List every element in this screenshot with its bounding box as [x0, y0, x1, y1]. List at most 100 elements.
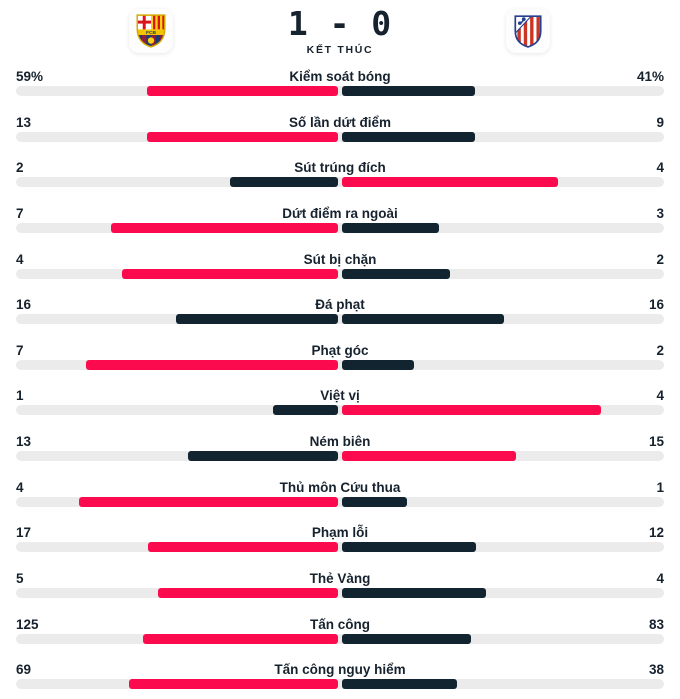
stat-bar-track: [16, 222, 664, 233]
home-bar: [143, 633, 338, 644]
stat-away-value: 15: [648, 434, 664, 449]
stat-label: Kiểm soát bóng: [289, 69, 391, 84]
stat-row: 17 Phạm lỗi 12: [16, 516, 664, 562]
stat-home-value: 17: [16, 525, 32, 541]
stat-row: 69 Tấn công nguy hiểm 38: [16, 653, 664, 699]
stat-label: Tấn công nguy hiểm: [274, 662, 406, 678]
home-bar: [187, 451, 338, 461]
stat-row: 1 Việt vị 4: [16, 379, 664, 425]
stat-row: 16 Đá phạt 16: [16, 288, 664, 334]
stat-home-value: 69: [16, 662, 32, 678]
stat-bar-track: [16, 496, 664, 507]
home-bar: [148, 542, 338, 553]
home-bar: [129, 679, 338, 690]
home-bar: [176, 314, 338, 325]
stat-row: 59% Kiểm soát bóng 41%: [16, 60, 664, 106]
stat-bar-track: [16, 451, 664, 461]
away-bar: [342, 405, 602, 416]
stat-label: Dứt điểm ra ngoài: [282, 205, 398, 221]
away-bar: [342, 314, 504, 325]
stat-row: 125 Tấn công 83: [16, 608, 664, 654]
stat-label: Ném biên: [309, 434, 371, 449]
home-bar: [146, 86, 338, 96]
stat-home-value: 59%: [16, 69, 44, 84]
stat-label: Thủ môn Cứu thua: [279, 479, 401, 495]
away-bar: [342, 451, 516, 461]
stat-bar-track: [16, 268, 664, 279]
stat-home-value: 4: [16, 479, 24, 495]
stat-label: Đá phạt: [315, 297, 365, 313]
stat-row: 7 Phạt góc 2: [16, 334, 664, 380]
match-header: FCB 1 - 0 KẾT THÚC: [0, 0, 680, 60]
stat-home-value: 4: [16, 251, 24, 267]
away-bar: [342, 496, 407, 507]
stat-home-value: 7: [16, 342, 24, 358]
home-bar: [86, 359, 338, 370]
stat-home-value: 1: [16, 388, 24, 404]
stat-row: 13 Số lần dứt điểm 9: [16, 106, 664, 152]
away-bar: [342, 633, 472, 644]
match-status: KẾT THÚC: [306, 43, 374, 56]
stat-home-value: 125: [16, 616, 39, 632]
stat-bar-track: [16, 314, 664, 325]
stat-label: Phạm lỗi: [311, 525, 369, 541]
stat-home-value: 16: [16, 297, 32, 313]
svg-text:FCB: FCB: [146, 30, 156, 36]
stat-row: 5 Thẻ Vàng 4: [16, 562, 664, 608]
away-team-badge[interactable]: [506, 9, 550, 53]
stat-home-value: 5: [16, 570, 24, 586]
stat-label: Sút bị chặn: [303, 251, 377, 267]
stat-bar-track: [16, 86, 664, 96]
stat-label: Thẻ Vàng: [309, 570, 371, 586]
stat-bar-track: [16, 542, 664, 553]
stat-row: 7 Dứt điểm ra ngoài 3: [16, 197, 664, 243]
stat-away-value: 2: [656, 342, 664, 358]
stat-label: Số lần dứt điểm: [288, 114, 392, 130]
barcelona-crest-icon: FCB: [136, 14, 166, 48]
away-bar: [342, 222, 440, 233]
stat-away-value: 1: [656, 479, 664, 495]
stat-row: 4 Thủ môn Cứu thua 1: [16, 471, 664, 517]
home-bar: [122, 268, 338, 279]
stat-away-value: 83: [648, 616, 664, 632]
atletico-madrid-crest-icon: [514, 15, 542, 48]
away-bar: [342, 268, 451, 279]
stat-bar-track: [16, 177, 664, 188]
stat-row: 13 Ném biên 15: [16, 425, 664, 471]
stat-away-value: 4: [656, 570, 664, 586]
stat-away-value: 9: [656, 114, 664, 130]
match-score: 1 - 0: [287, 4, 393, 43]
stat-bar-track: [16, 131, 664, 142]
away-bar: [342, 177, 558, 188]
stat-away-value: 2: [656, 251, 664, 267]
home-bar: [78, 496, 338, 507]
stat-away-value: 38: [648, 662, 664, 678]
away-bar: [342, 359, 414, 370]
stat-label: Sút trúng đích: [294, 160, 386, 176]
away-bar: [342, 542, 477, 553]
stat-row: 4 Sút bị chặn 2: [16, 243, 664, 289]
stat-bar-track: [16, 359, 664, 370]
stat-home-value: 2: [16, 160, 24, 176]
stat-bar-track: [16, 587, 664, 598]
away-bar: [342, 587, 486, 598]
stat-away-value: 12: [648, 525, 664, 541]
stat-bar-track: [16, 679, 664, 690]
stat-bar-track: [16, 633, 664, 644]
score-block: 1 - 0 KẾT THÚC: [0, 4, 680, 56]
stats-list: 59% Kiểm soát bóng 41% 13 Số lần dứt điể…: [0, 60, 680, 699]
home-bar: [111, 222, 338, 233]
home-bar: [146, 131, 338, 142]
home-bar: [229, 177, 338, 188]
stat-home-value: 13: [16, 114, 32, 130]
stat-away-value: 16: [648, 297, 664, 313]
stat-home-value: 7: [16, 205, 24, 221]
home-bar: [273, 405, 338, 416]
stat-label: Phạt góc: [311, 342, 369, 358]
stat-home-value: 13: [16, 434, 32, 449]
away-bar: [342, 679, 458, 690]
stat-bar-track: [16, 405, 664, 416]
home-team-badge[interactable]: FCB: [129, 9, 173, 53]
stat-away-value: 4: [656, 160, 664, 176]
